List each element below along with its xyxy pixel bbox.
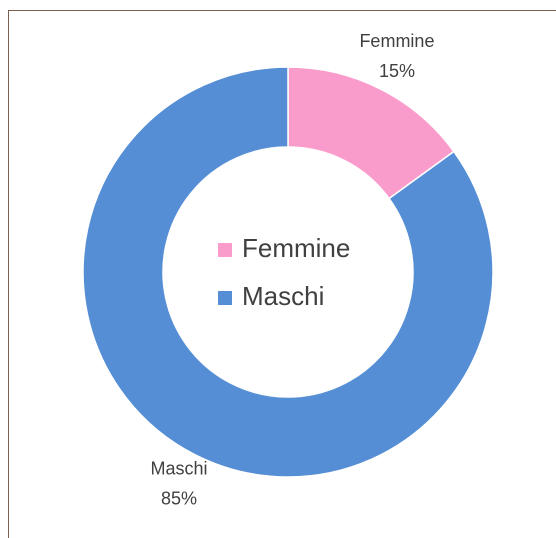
- legend-swatch: [218, 243, 232, 257]
- chart-frame: [8, 10, 556, 538]
- data-label-value: 85%: [161, 489, 197, 509]
- legend-label: Maschi: [242, 281, 324, 311]
- data-label-name: Femmine: [359, 31, 434, 51]
- data-label-value: 15%: [379, 61, 415, 81]
- legend-swatch: [218, 291, 232, 305]
- data-label-name: Maschi: [151, 459, 208, 479]
- legend-label: Femmine: [242, 233, 350, 263]
- slice: [82, 66, 494, 478]
